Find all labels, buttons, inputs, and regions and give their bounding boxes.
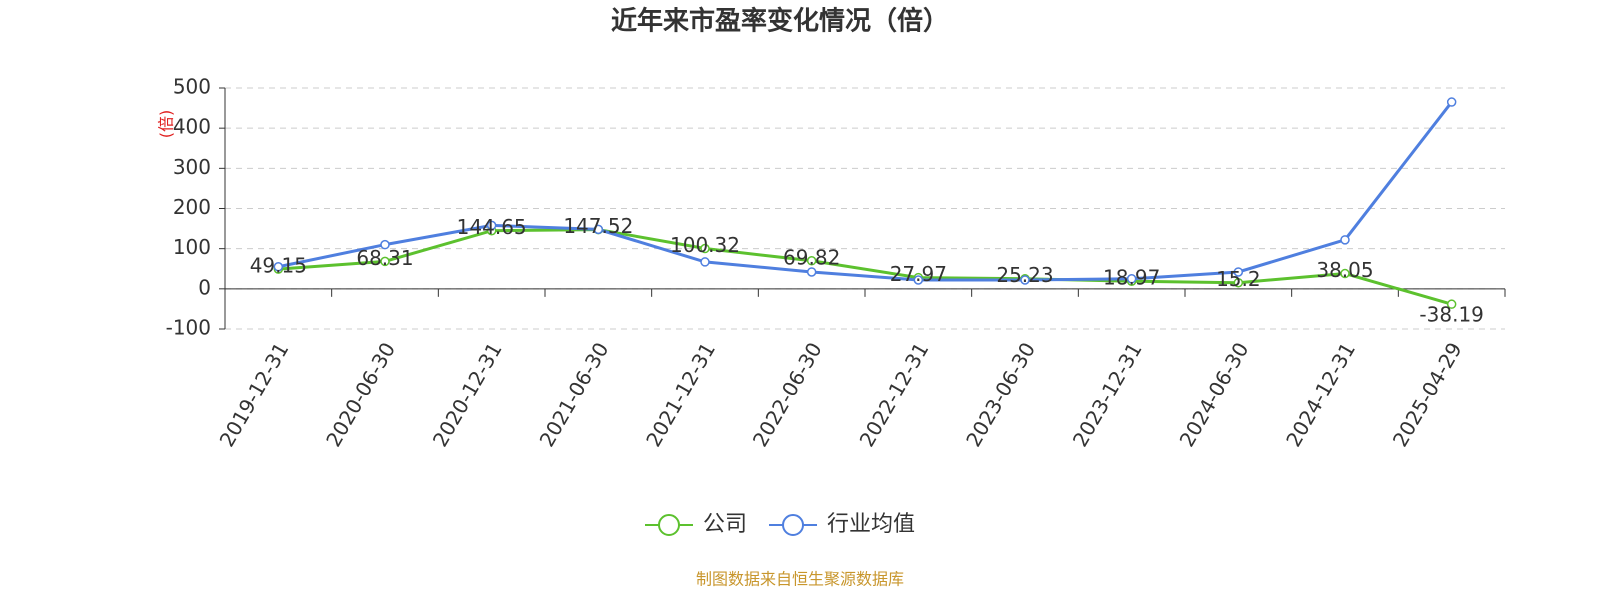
y-tick-label: 500 — [173, 75, 211, 99]
data-point — [380, 256, 390, 267]
legend-label: 行业均值 — [827, 512, 915, 537]
x-tick-label: 2022-06-30 — [748, 338, 827, 451]
legend-marker — [782, 514, 805, 536]
data-point — [1340, 235, 1350, 245]
data-point — [806, 256, 817, 266]
data-point — [593, 224, 604, 235]
data-label: 144.65 — [457, 215, 527, 239]
series-line — [278, 101, 1453, 282]
x-tick-label: 2019-12-31 — [215, 338, 294, 451]
data-label: 25.23 — [996, 263, 1053, 287]
data-label: 68.31 — [356, 246, 413, 270]
x-tick-label: 2025-04-29 — [1388, 338, 1467, 451]
data-label: 147.52 — [563, 214, 633, 238]
data-point — [1020, 275, 1030, 285]
source-note: 制图数据来自恒生聚源数据库 — [696, 570, 904, 589]
data-point — [486, 220, 497, 231]
y-tick-label: 300 — [173, 155, 211, 179]
x-tick-label: 2024-06-30 — [1175, 338, 1254, 451]
legend-label: 公司 — [703, 512, 747, 537]
data-point — [1233, 277, 1244, 288]
chart-title: 近年来市盈率变化情况（倍） — [611, 6, 949, 37]
data-point — [1233, 267, 1244, 277]
y-tick-label: -100 — [166, 316, 211, 340]
data-point — [806, 267, 817, 277]
x-tick-label: 2021-12-31 — [641, 338, 720, 451]
data-point — [700, 243, 710, 254]
y-tick-label: 100 — [173, 235, 211, 259]
legend-marker — [658, 514, 680, 536]
data-label: 100.32 — [670, 233, 740, 257]
y-tick-label: 200 — [173, 195, 211, 219]
y-axis-label: (倍) — [157, 110, 176, 139]
x-tick-label: 2023-06-30 — [961, 338, 1040, 451]
data-label: 69.82 — [783, 245, 840, 269]
x-tick-label: 2024-12-31 — [1281, 338, 1360, 451]
data-point — [1340, 268, 1350, 279]
series-line — [278, 228, 1453, 306]
y-tick-label: 400 — [173, 115, 211, 139]
data-point — [1446, 97, 1457, 107]
x-tick-label: 2020-06-30 — [321, 338, 400, 451]
data-label: 18.97 — [1103, 266, 1160, 290]
data-label: 38.05 — [1316, 258, 1373, 282]
data-point — [273, 261, 284, 272]
data-label: 15.2 — [1216, 267, 1261, 291]
x-tick-label: 2022-12-31 — [855, 338, 934, 451]
data-point — [1446, 299, 1457, 309]
y-tick-label: 0 — [198, 275, 211, 299]
data-point — [913, 275, 924, 285]
data-label: -38.19 — [1419, 303, 1483, 327]
data-point — [700, 257, 710, 267]
data-label: 49.15 — [250, 254, 307, 278]
data-point — [380, 239, 390, 250]
x-tick-label: 2020-12-31 — [428, 338, 507, 451]
data-point — [1126, 274, 1137, 284]
x-tick-label: 2021-06-30 — [535, 338, 614, 451]
x-tick-label: 2023-12-31 — [1068, 338, 1147, 451]
data-label: 27.97 — [890, 262, 947, 286]
